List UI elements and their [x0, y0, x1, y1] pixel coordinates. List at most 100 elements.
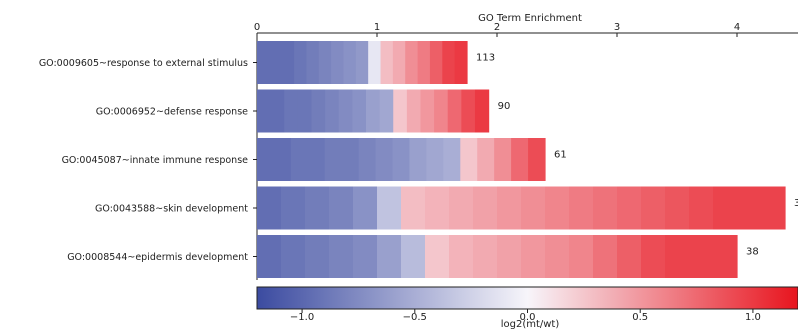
bar-segment — [569, 186, 594, 230]
bar-segment — [257, 138, 275, 181]
bar-segment — [425, 186, 450, 230]
bar-segment — [521, 186, 546, 230]
count-label: 38 — [746, 247, 759, 258]
bar-segment — [311, 89, 326, 133]
bar-segment — [306, 41, 320, 84]
bar — [257, 41, 468, 84]
bar-segment — [713, 235, 738, 278]
colorbar-tick-label: −0.5 — [403, 312, 427, 323]
bar-segment — [426, 138, 444, 181]
bar-segment — [461, 89, 476, 133]
bar-segment — [392, 138, 411, 181]
bar-segment — [460, 138, 478, 181]
bar-segment — [257, 41, 270, 84]
bar-segment — [425, 235, 450, 278]
bar-segment — [545, 186, 570, 230]
x-tick-label: 3 — [614, 22, 620, 33]
bar-segment — [358, 138, 377, 181]
x-axis-title: GO Term Enrichment — [478, 13, 582, 24]
colorbar: −1.0 −0.5 0.0 0.5 1.0 — [256, 286, 798, 323]
count-labels: 113 90 61 3 38 — [476, 53, 798, 258]
bars — [257, 41, 786, 278]
bar-segment — [368, 41, 382, 84]
count-label: 113 — [476, 53, 495, 64]
x-tick-label: 0 — [254, 22, 260, 33]
bar-segment — [331, 41, 345, 84]
bar-segment — [329, 186, 354, 230]
bar-segment — [297, 89, 313, 133]
bar-segment — [511, 138, 529, 181]
bar-segment — [713, 186, 738, 230]
bar-segment — [449, 235, 474, 278]
bar-segment — [377, 186, 402, 230]
bar-segment — [269, 41, 283, 84]
bar-segment — [434, 89, 449, 133]
bar-segment — [307, 138, 326, 181]
colorbar-title: log2(mt/wt) — [501, 319, 560, 329]
category-label: GO:0008544~epidermis development — [67, 252, 248, 263]
bar — [257, 186, 786, 230]
bar-segment — [593, 235, 618, 278]
bar-segment — [494, 138, 512, 181]
bar-segment — [454, 41, 468, 84]
bar-segment — [273, 138, 292, 181]
bar-segment — [545, 235, 570, 278]
bar-segment — [641, 186, 666, 230]
bar-segment — [417, 41, 431, 84]
bar-segment — [294, 41, 308, 84]
bar-segment — [521, 235, 546, 278]
bar-segment — [341, 138, 360, 181]
bar-segment — [443, 138, 461, 181]
bar-segment — [380, 41, 394, 84]
bar-segment — [528, 138, 546, 181]
bar-segment — [473, 186, 498, 230]
category-label: GO:0045087~innate immune response — [62, 155, 249, 166]
bar-segment — [393, 89, 408, 133]
colorbar-tick-label: 1.0 — [745, 312, 761, 323]
count-label: 90 — [498, 101, 511, 112]
x-tick-label: 2 — [494, 22, 500, 33]
bar-segment — [365, 89, 381, 133]
bar — [257, 235, 738, 278]
bar-segment — [689, 186, 714, 230]
bar-segment — [353, 186, 378, 230]
x-tick-label: 4 — [734, 22, 740, 33]
bar-segment — [375, 138, 394, 181]
bar-segment — [761, 186, 786, 230]
bar-segment — [353, 235, 378, 278]
bar-segment — [447, 89, 462, 133]
bar-segment — [497, 186, 522, 230]
colorbar-tick-label: 0.5 — [632, 312, 648, 323]
count-label: 61 — [554, 150, 567, 161]
bar-segment — [617, 186, 642, 230]
bar-segment — [665, 235, 690, 278]
bar-segment — [406, 89, 422, 133]
bar-segment — [392, 41, 406, 84]
bar-segment — [257, 235, 282, 278]
bar-segment — [473, 235, 498, 278]
bar-segment — [617, 235, 642, 278]
bar-segment — [281, 186, 306, 230]
bar — [257, 138, 546, 181]
category-label: GO:0043588~skin development — [95, 204, 248, 215]
bar-segment — [257, 186, 282, 230]
bar-segment — [284, 89, 299, 133]
bar-segment — [338, 89, 353, 133]
bar-segment — [270, 89, 285, 133]
bar-segment — [281, 235, 306, 278]
bar-segment — [305, 235, 330, 278]
bar-segment — [329, 235, 354, 278]
colorbar-gradient — [256, 286, 798, 310]
count-label: 3 — [794, 198, 798, 209]
bar-segment — [401, 235, 426, 278]
bar-segment — [305, 186, 330, 230]
x-tick-label: 1 — [374, 22, 380, 33]
bar-segment — [379, 89, 394, 133]
bar-segment — [343, 41, 357, 84]
bar-segment — [569, 235, 594, 278]
bar-segment — [409, 138, 428, 181]
bar-segment — [281, 41, 295, 84]
bar-segment — [325, 89, 340, 133]
bar-segment — [352, 89, 367, 133]
bar-segment — [497, 235, 522, 278]
